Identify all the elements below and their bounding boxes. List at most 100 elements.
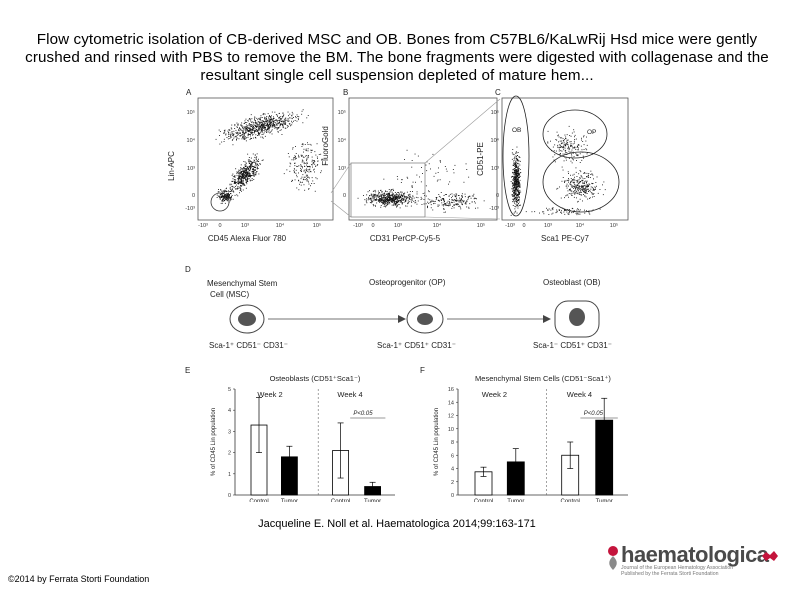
flow-event xyxy=(269,122,271,124)
flow-event xyxy=(272,122,274,124)
flow-event xyxy=(403,195,405,197)
flow-event xyxy=(405,199,407,200)
flow-event xyxy=(560,137,561,139)
ob-title: Osteoblast (OB) xyxy=(543,278,601,287)
flow-event xyxy=(220,193,221,195)
flow-event xyxy=(307,144,309,145)
flow-event xyxy=(427,206,428,208)
flow-event xyxy=(292,148,294,150)
flow-event xyxy=(512,184,514,186)
flow-event xyxy=(510,214,512,216)
flow-event xyxy=(404,196,406,198)
flow-event xyxy=(273,122,275,124)
flow-event xyxy=(254,124,255,126)
flow-event xyxy=(519,157,521,158)
flow-event xyxy=(546,207,547,209)
flow-event xyxy=(279,125,281,126)
flow-event xyxy=(382,203,384,205)
flow-event xyxy=(461,196,463,198)
flow-event xyxy=(391,195,392,196)
flow-event xyxy=(452,195,453,197)
flow-event xyxy=(461,198,462,200)
flow-event xyxy=(383,202,385,203)
flow-event xyxy=(264,116,265,118)
flow-event xyxy=(442,198,444,199)
flow-event xyxy=(512,191,514,192)
flow-event xyxy=(582,200,583,202)
flow-event xyxy=(243,161,245,162)
flow-event xyxy=(237,123,239,125)
category-label: Tumor xyxy=(507,499,524,502)
flow-c-ytick: 0 xyxy=(496,193,499,199)
flow-event xyxy=(255,121,257,123)
flow-event xyxy=(381,198,383,200)
y-tick-label: 5 xyxy=(228,387,231,393)
flow-event xyxy=(403,198,405,200)
flow-event xyxy=(474,201,475,203)
flow-event xyxy=(393,195,395,196)
flow-event xyxy=(396,205,398,207)
flow-event xyxy=(458,203,459,205)
flow-event xyxy=(309,168,311,170)
flow-event xyxy=(246,178,248,180)
flow-event xyxy=(547,130,549,132)
flow-event xyxy=(389,195,390,197)
flow-event xyxy=(407,177,409,179)
flow-event xyxy=(241,190,242,192)
flow-event xyxy=(251,171,253,173)
flow-event xyxy=(396,176,398,177)
flow-event xyxy=(568,146,570,148)
flow-event xyxy=(587,198,589,200)
flow-event xyxy=(398,199,400,201)
flow-event xyxy=(231,139,233,141)
flow-event xyxy=(236,171,238,173)
flow-event xyxy=(374,196,376,198)
flow-event xyxy=(427,205,428,207)
flow-event xyxy=(586,136,587,138)
flow-event xyxy=(302,156,304,158)
flow-event xyxy=(282,127,284,129)
flow-event xyxy=(373,197,375,199)
flow-event xyxy=(436,197,438,198)
flow-event xyxy=(253,173,255,174)
flow-event xyxy=(256,127,257,128)
flow-event xyxy=(458,201,460,203)
flow-event xyxy=(573,147,575,149)
flow-event xyxy=(262,125,264,127)
flow-event xyxy=(224,189,226,191)
flow-event xyxy=(569,188,571,190)
flow-event xyxy=(228,134,230,135)
flow-event xyxy=(280,124,281,126)
flow-event xyxy=(245,118,247,120)
flow-event xyxy=(407,202,409,203)
flow-event xyxy=(258,173,260,175)
flow-event xyxy=(396,200,398,202)
flow-event xyxy=(235,135,237,137)
flow-event xyxy=(234,176,236,178)
flow-event xyxy=(572,181,574,183)
flow-event xyxy=(578,179,580,181)
flow-event xyxy=(267,125,269,127)
flow-event xyxy=(241,178,243,180)
flow-event xyxy=(316,156,318,158)
flow-event xyxy=(567,144,569,146)
flow-event xyxy=(513,198,515,200)
flow-event xyxy=(575,171,577,173)
flow-event xyxy=(310,149,312,151)
y-tick-label: 8 xyxy=(451,440,454,446)
flow-event xyxy=(563,211,565,213)
flow-event xyxy=(429,199,431,201)
flow-event xyxy=(243,169,245,171)
flow-event xyxy=(295,169,297,171)
category-label: Control xyxy=(561,499,580,502)
flow-event xyxy=(571,155,573,157)
flow-event xyxy=(401,179,403,181)
flow-event xyxy=(401,203,403,205)
flow-event xyxy=(266,129,268,131)
flow-event xyxy=(258,121,260,123)
flow-event xyxy=(591,182,593,184)
flow-plot-a xyxy=(197,97,334,221)
flow-event xyxy=(573,173,575,175)
flow-event xyxy=(584,209,585,211)
flow-event xyxy=(395,201,396,203)
